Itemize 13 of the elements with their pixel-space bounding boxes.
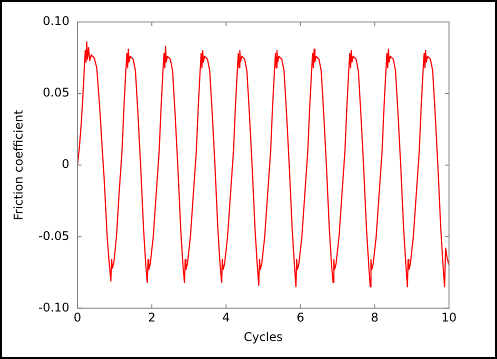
y-tick-label: -0.10 [38, 300, 70, 314]
y-tick-label: 0 [62, 157, 70, 172]
x-tick-label: 6 [296, 310, 304, 325]
x-tick-label: 10 [441, 310, 457, 325]
y-tick-label: -0.05 [38, 228, 70, 243]
y-tick-label: 0.05 [42, 86, 70, 100]
x-tick-label: 0 [74, 310, 82, 325]
x-tick-label: 2 [148, 310, 156, 325]
y-tick-label: 0.10 [42, 14, 70, 28]
x-axis-title: Cycles [244, 330, 283, 344]
x-tick-label: 8 [370, 310, 379, 325]
y-axis-title: Friction coefficient [11, 110, 26, 220]
x-tick-label: 4 [222, 310, 230, 325]
